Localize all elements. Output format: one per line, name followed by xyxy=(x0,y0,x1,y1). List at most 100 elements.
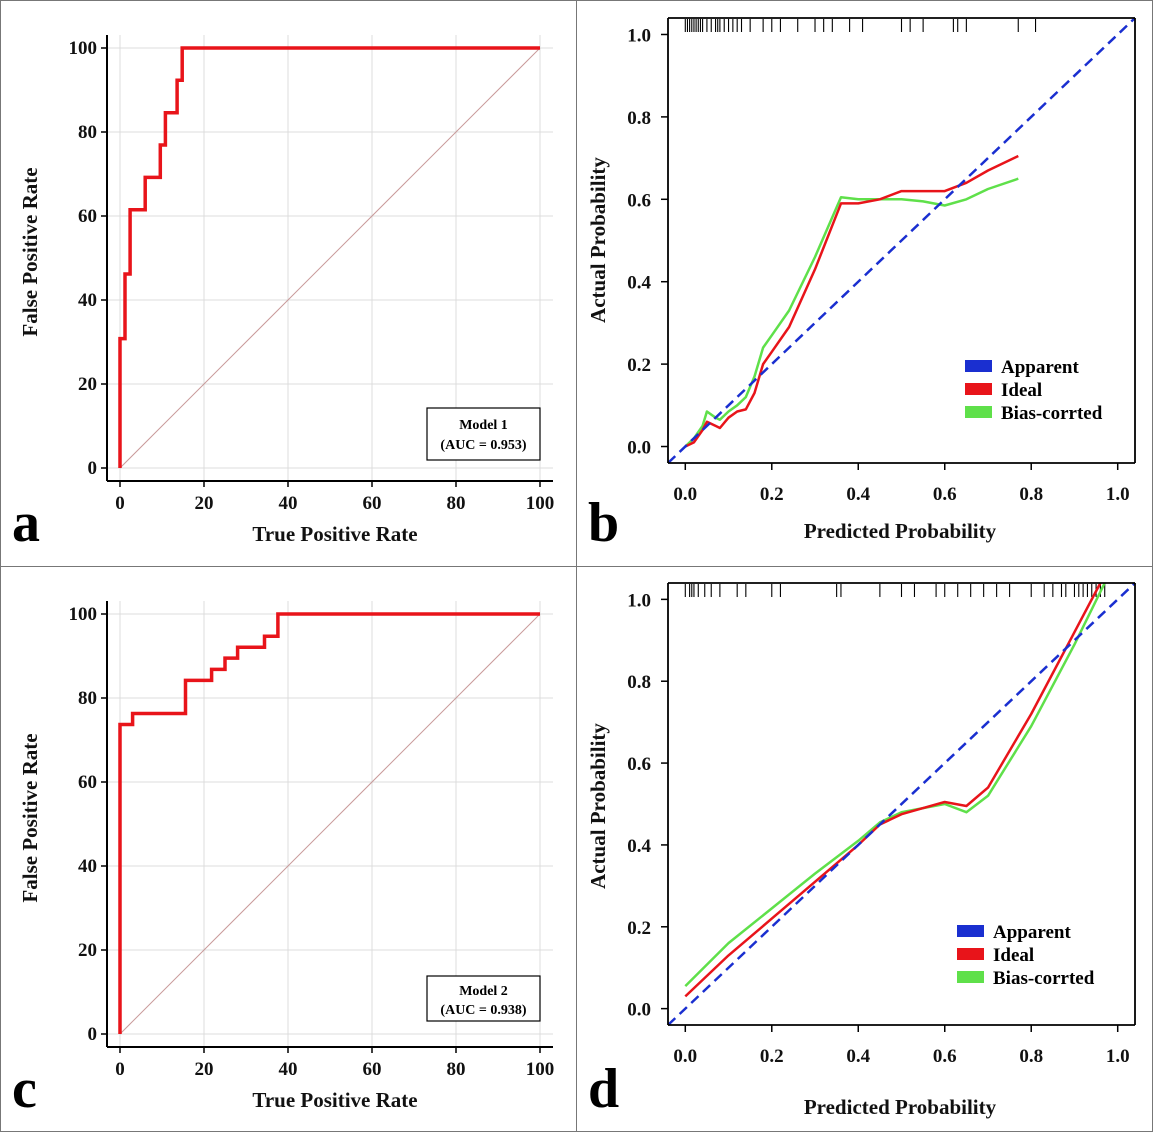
legend-swatch-apparent xyxy=(957,925,984,937)
reference-diagonal xyxy=(119,613,541,1035)
y-tick-label: 40 xyxy=(78,856,97,877)
axes xyxy=(101,35,553,487)
y-tick-label: 0 xyxy=(88,1024,98,1045)
y-tick-label: 0.0 xyxy=(627,1000,651,1021)
series-apparent xyxy=(667,582,1136,1026)
x-tick-label: 100 xyxy=(526,493,555,514)
y-tick-label: 0.0 xyxy=(627,438,651,459)
reference-diagonal xyxy=(119,47,541,469)
x-tick-label: 80 xyxy=(447,493,466,514)
legend-label-ideal: Ideal xyxy=(993,945,1034,966)
tick-labels: 0 20 40 60 80 100 0 20 40 60 80 100 xyxy=(69,604,555,1080)
y-tick-label: 60 xyxy=(78,206,97,227)
series-apparent xyxy=(667,17,1136,464)
y-tick-label: 0.2 xyxy=(627,355,651,376)
panel-letter-c: c xyxy=(12,1058,37,1120)
roc-series xyxy=(118,612,540,1034)
x-tick-label: 40 xyxy=(279,493,298,514)
axes xyxy=(101,601,553,1053)
legend-line-2: (AUC = 0.953) xyxy=(440,438,526,453)
x-tick-label: 0.6 xyxy=(933,484,957,505)
x-tick-label: 0.4 xyxy=(846,1046,870,1067)
reference-line xyxy=(119,47,541,469)
x-tick-label: 0.8 xyxy=(1019,1046,1043,1067)
legend: Apparent Ideal Bias-corrted xyxy=(965,357,1103,424)
legend-box: Model 2 (AUC = 0.938) xyxy=(426,975,541,1022)
x-axis-label: Predicted Probability xyxy=(804,1095,997,1119)
x-axis-label: True Positive Rate xyxy=(252,1088,417,1112)
y-tick-label: 100 xyxy=(69,38,98,59)
y-tick-label: 0.8 xyxy=(627,108,651,129)
x-tick-label: 0.0 xyxy=(673,484,697,505)
y-tick-label: 0.4 xyxy=(627,273,651,294)
y-tick-label: 100 xyxy=(69,604,98,625)
x-tick-label: 0.4 xyxy=(846,484,870,505)
legend-swatch-bias-corrected xyxy=(965,406,992,418)
x-tick-label: 0.2 xyxy=(760,1046,784,1067)
x-tick-label: 1.0 xyxy=(1106,1046,1130,1067)
y-tick-label: 40 xyxy=(78,290,97,311)
y-tick-label: 0 xyxy=(88,458,98,479)
series-ideal xyxy=(684,154,1019,448)
x-tick-label: 60 xyxy=(363,1059,382,1080)
y-tick-label: 0.2 xyxy=(627,918,651,939)
y-axis-label: Actual Probability xyxy=(586,157,610,323)
tick-labels: 0.0 0.2 0.4 0.6 0.8 1.0 0.0 0.2 0.4 0.6 0.8 1.0 xyxy=(627,25,1129,505)
y-tick-label: 0.8 xyxy=(627,672,651,693)
reference-line xyxy=(119,613,541,1035)
calibration-series xyxy=(667,582,1136,1026)
legend-swatch-ideal xyxy=(965,383,992,395)
rug xyxy=(684,19,1037,32)
legend-swatch-ideal xyxy=(957,948,984,960)
legend-swatch-bias-corrected xyxy=(957,971,984,983)
calibration-panel-d: 0.0 0.2 0.4 0.6 0.8 1.0 0.0 0.2 0.4 0.6 0.8 1.0 Pre… xyxy=(586,582,1136,1120)
tick-labels: 0 20 40 60 80 100 0 20 40 60 80 100 xyxy=(69,38,555,514)
roc-curve xyxy=(118,46,540,468)
panel-letter-d: d xyxy=(588,1058,619,1120)
x-axis-label: True Positive Rate xyxy=(252,522,417,546)
y-axis-label: Actual Probability xyxy=(586,723,610,889)
x-axis-label: Predicted Probability xyxy=(804,519,997,543)
legend-line-1: Model 1 xyxy=(459,418,508,433)
x-tick-label: 40 xyxy=(279,1059,298,1080)
legend-swatch-apparent xyxy=(965,360,992,372)
x-tick-label: 80 xyxy=(447,1059,466,1080)
y-tick-label: 20 xyxy=(78,940,97,961)
legend-label-bias-corrected: Bias-corrted xyxy=(993,968,1095,989)
y-axis-label: False Positive Rate xyxy=(18,167,42,336)
y-tick-label: 0.4 xyxy=(627,836,651,857)
y-tick-label: 0.6 xyxy=(627,754,651,775)
y-tick-label: 60 xyxy=(78,772,97,793)
legend-label-ideal: Ideal xyxy=(1001,380,1042,401)
legend-label-apparent: Apparent xyxy=(993,922,1071,943)
x-tick-label: 1.0 xyxy=(1106,484,1130,505)
y-tick-label: 0.6 xyxy=(627,190,651,211)
x-tick-label: 0.8 xyxy=(1019,484,1043,505)
x-tick-label: 20 xyxy=(195,1059,214,1080)
rug xyxy=(684,584,1106,597)
x-tick-label: 0.2 xyxy=(760,484,784,505)
roc-panel-a: 0 20 40 60 80 100 0 20 40 60 80 100 True Positive R… xyxy=(12,35,554,554)
legend-line-2: (AUC = 0.938) xyxy=(440,1003,526,1018)
x-tick-label: 0.6 xyxy=(933,1046,957,1067)
roc-series xyxy=(118,46,540,468)
x-tick-label: 20 xyxy=(195,493,214,514)
roc-curve xyxy=(118,612,540,1034)
legend-line-1: Model 2 xyxy=(459,984,508,999)
legend: Apparent Ideal Bias-corrted xyxy=(957,922,1095,989)
y-tick-label: 20 xyxy=(78,374,97,395)
x-tick-label: 0 xyxy=(115,493,125,514)
legend-box: Model 1 (AUC = 0.953) xyxy=(426,407,541,461)
calibration-series xyxy=(667,17,1136,464)
axes xyxy=(661,17,1136,470)
series-ideal xyxy=(684,582,1102,998)
axes xyxy=(661,582,1136,1032)
y-tick-label: 1.0 xyxy=(627,590,651,611)
legend-label-apparent: Apparent xyxy=(1001,357,1079,378)
x-tick-label: 0 xyxy=(115,1059,125,1080)
y-tick-label: 1.0 xyxy=(627,25,651,46)
panel-frame-d xyxy=(576,566,1153,1132)
legend-label-bias-corrected: Bias-corrted xyxy=(1001,403,1103,424)
roc-panel-c: 0 20 40 60 80 100 0 20 40 60 80 100 True Positive R… xyxy=(12,601,554,1120)
